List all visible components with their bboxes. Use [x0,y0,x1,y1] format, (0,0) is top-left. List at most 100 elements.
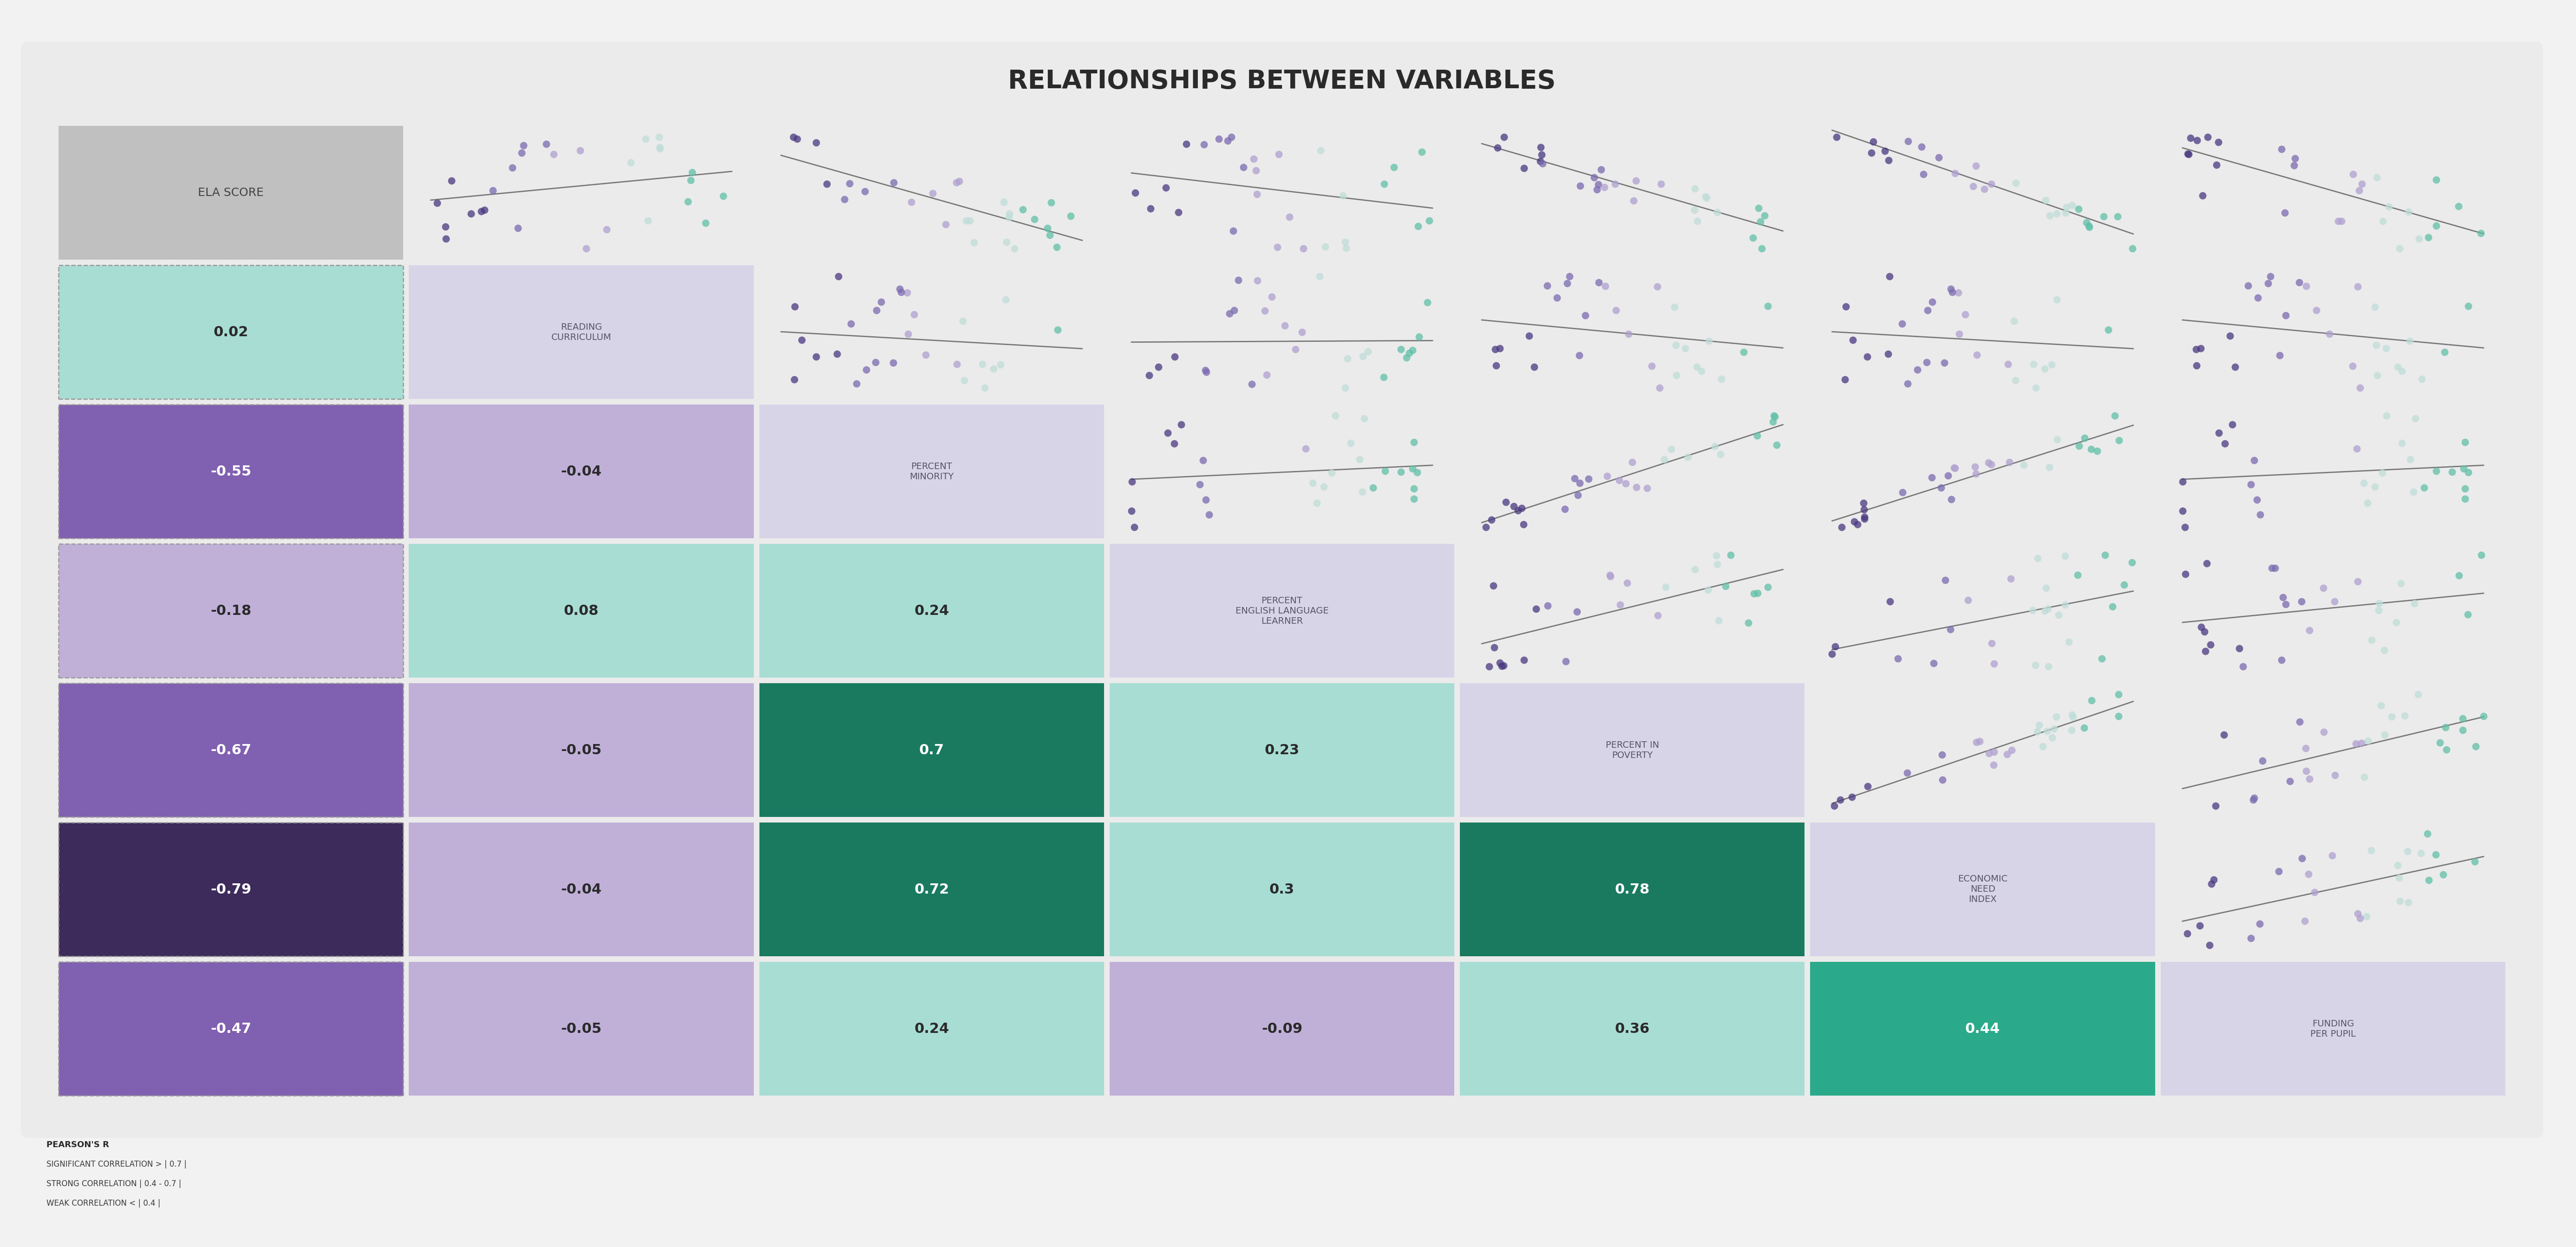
Point [2182,617,2223,637]
Point [1929,279,1971,299]
Point [1901,137,1942,157]
Point [1473,339,1515,359]
Point [1283,238,1324,258]
Point [2378,855,2419,875]
Point [2349,840,2391,860]
Point [1394,479,1435,499]
Point [1267,207,1309,227]
Point [1012,209,1054,229]
Point [2192,874,2233,894]
Point [2421,864,2463,884]
Text: READING
CURRICULUM: READING CURRICULUM [551,323,611,342]
Point [1736,425,1777,445]
Point [1868,150,1909,170]
Point [2409,227,2450,247]
Point [2463,706,2504,726]
Point [1327,238,1368,258]
Point [2058,436,2099,456]
Point [891,192,933,212]
FancyBboxPatch shape [59,266,404,399]
Point [2190,935,2231,955]
Point [1821,518,1862,537]
Point [2264,306,2306,325]
FancyBboxPatch shape [410,961,755,1096]
Point [1311,463,1352,483]
Point [1747,296,1788,315]
Point [2362,640,2403,660]
Point [497,218,538,238]
Point [2380,362,2421,382]
FancyBboxPatch shape [1461,823,1806,956]
Point [703,186,744,206]
Point [2197,132,2239,152]
Point [2056,565,2097,585]
Point [1569,469,1610,489]
Point [1698,555,1739,575]
Point [824,190,866,209]
Point [1558,474,1600,494]
Point [1301,141,1342,161]
Point [2432,461,2473,481]
Point [2445,431,2486,451]
Point [1340,449,1381,469]
Point [912,183,953,203]
Point [1816,127,1857,147]
Point [2202,725,2244,744]
Point [430,171,471,191]
Point [1502,514,1543,534]
Point [1989,451,2030,471]
Point [2233,789,2275,809]
Point [1955,464,1996,484]
Text: 0.72: 0.72 [914,883,948,897]
Point [886,283,927,303]
Point [2177,131,2218,151]
Point [2398,228,2439,248]
Point [2045,197,2087,217]
Point [1185,360,1226,380]
Point [2370,707,2411,727]
Text: ELA SCORE: ELA SCORE [198,187,263,198]
Point [1844,499,1886,519]
Point [979,354,1020,374]
Point [1373,157,1414,177]
Point [1651,439,1692,459]
Point [2014,378,2056,398]
Point [2112,552,2154,572]
Point [2424,717,2465,737]
Text: 0.23: 0.23 [1265,743,1298,757]
Point [1236,185,1278,205]
Point [2097,207,2138,227]
Point [2112,238,2154,258]
Point [639,127,680,147]
Point [829,314,871,334]
Point [1502,498,1543,518]
Text: 0.08: 0.08 [564,604,598,617]
Text: PEARSON'S R: PEARSON'S R [46,1141,108,1148]
Point [1747,577,1788,597]
Point [2164,564,2205,584]
Point [2027,721,2069,741]
Point [1528,276,1569,296]
Point [2195,155,2236,175]
Point [2161,471,2202,491]
Point [2442,459,2483,479]
Point [1814,796,1855,816]
Point [775,297,817,317]
Point [2014,655,2056,675]
Point [2321,211,2362,231]
Point [1486,493,1528,513]
Point [2442,708,2483,728]
Text: SIGNIFICANT CORRELATION > | 0.7 |: SIGNIFICANT CORRELATION > | 0.7 | [46,1160,185,1168]
Point [2215,357,2257,377]
FancyBboxPatch shape [59,961,404,1096]
Point [1656,365,1698,385]
Point [2045,546,2087,566]
Point [2360,696,2401,716]
Point [2166,143,2208,163]
Text: -0.47: -0.47 [211,1023,252,1035]
Point [1396,463,1437,483]
Point [2025,190,2066,209]
Point [1994,370,2035,390]
Point [2053,707,2094,727]
Point [1115,182,1157,202]
